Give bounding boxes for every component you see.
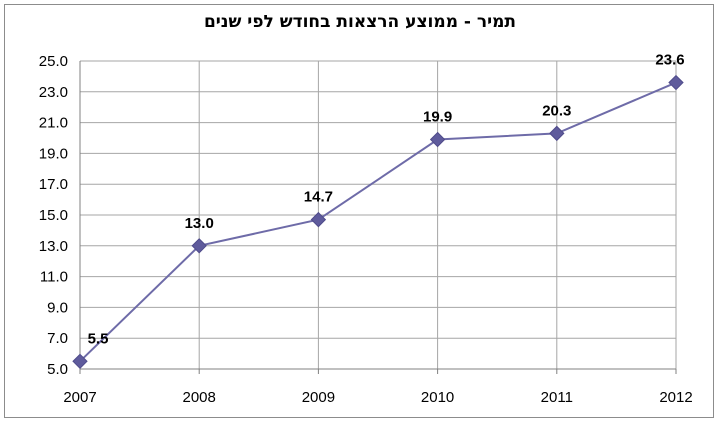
data-label: 13.0 — [185, 215, 214, 232]
data-point-marker — [191, 238, 207, 254]
x-tick-label: 2007 — [63, 389, 96, 406]
data-point-marker — [310, 211, 327, 228]
chart-frame — [4, 4, 714, 418]
data-point-marker — [429, 131, 446, 148]
x-tick-label: 2008 — [183, 389, 216, 406]
x-tick-label: 2011 — [541, 389, 573, 406]
data-point-marker — [549, 125, 565, 142]
y-tick-label: 11.0 — [40, 269, 68, 286]
data-point-marker — [668, 74, 684, 91]
y-tick-label: 25.0 — [39, 53, 68, 70]
x-tick-label: 2009 — [302, 389, 335, 406]
y-tick-label: 5.0 — [47, 361, 68, 378]
y-tick-label: 21.0 — [39, 115, 68, 132]
data-label: 5.5 — [88, 330, 109, 347]
data-label: 20.3 — [542, 102, 571, 119]
series-line — [79, 81, 677, 363]
y-tick-label: 15.0 — [39, 207, 68, 224]
y-tick-label: 13.0 — [39, 238, 68, 255]
x-tick-label: 2012 — [659, 389, 692, 406]
y-tick-label: 7.0 — [47, 330, 68, 347]
data-label: 23.6 — [655, 52, 684, 69]
data-point-marker — [72, 353, 88, 370]
chart-title: תמיר - ממוצע הרצאות בחודש לפי שנים — [203, 12, 517, 32]
y-tick-label: 19.0 — [39, 145, 68, 162]
x-tick-label: 2010 — [421, 389, 454, 406]
y-tick-label: 17.0 — [39, 176, 68, 193]
y-tick-label: 23.0 — [39, 84, 68, 101]
y-tick-label: 9.0 — [47, 299, 68, 316]
data-label: 14.7 — [304, 189, 333, 206]
data-label: 19.9 — [423, 109, 452, 126]
